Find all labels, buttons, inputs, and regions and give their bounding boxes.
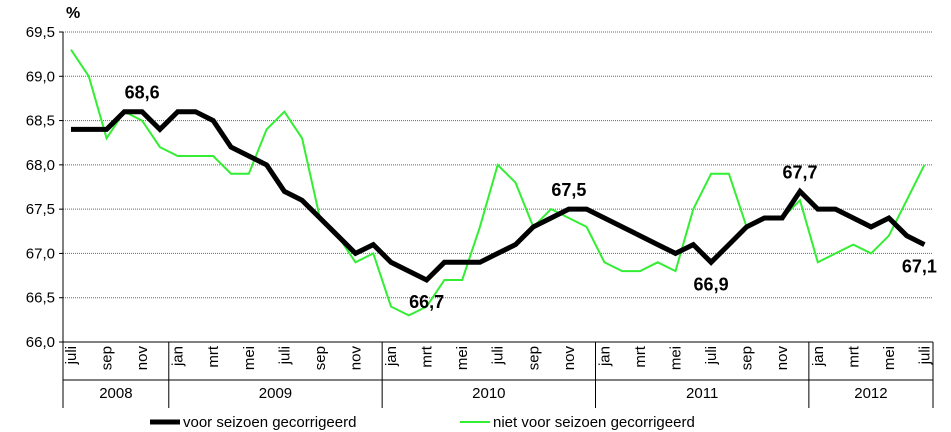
x-tick-label: juli [916, 346, 933, 365]
x-tick-label: mrt [205, 345, 222, 367]
value-label: 67,1 [902, 257, 937, 277]
x-tick-label: nov [561, 346, 578, 371]
value-label: 67,7 [782, 162, 817, 182]
y-tick-label: 67,0 [26, 245, 55, 262]
x-tick-label: mei [454, 346, 471, 370]
value-label: 67,5 [551, 180, 586, 200]
y-tick-label: 68,5 [26, 113, 55, 130]
year-label: 2009 [259, 385, 292, 402]
y-tick-label: 67,5 [26, 201, 55, 218]
x-tick-label: juli [490, 346, 507, 365]
x-tick-label: jan [596, 346, 613, 367]
series-line [70, 49, 926, 317]
year-label: 2011 [686, 385, 718, 402]
y-tick-label: 66,5 [26, 290, 55, 307]
x-tick-label: mrt [419, 345, 436, 367]
x-tick-label: jan [810, 346, 827, 367]
x-tick-label: sep [525, 346, 542, 370]
x-tick-label: nov [134, 346, 151, 371]
x-tick-label: juli [276, 346, 293, 365]
x-tick-label: jan [170, 346, 187, 367]
x-tick-label: sep [739, 346, 756, 370]
year-label: 2008 [99, 385, 132, 402]
x-tick-label: mei [241, 346, 258, 370]
y-axis-label: % [66, 5, 80, 22]
x-tick-label: juli [63, 346, 80, 365]
x-tick-label: nov [774, 346, 791, 371]
y-tick-label: 69,0 [26, 68, 55, 85]
value-label: 66,9 [694, 274, 729, 294]
x-tick-label: mei [668, 346, 685, 370]
x-tick-label: juli [703, 346, 720, 365]
x-tick-label: sep [99, 346, 116, 370]
legend-label: niet voor seizoen gecorrigeerd [493, 414, 695, 431]
x-tick-label: nov [347, 346, 364, 371]
x-tick-label: mei [881, 346, 898, 370]
value-label: 66,7 [409, 292, 444, 312]
x-tick-label: mrt [845, 345, 862, 367]
x-tick-label: mrt [632, 345, 649, 367]
y-tick-label: 68,0 [26, 157, 55, 174]
year-label: 2012 [854, 385, 887, 402]
y-tick-label: 66,0 [26, 334, 55, 351]
x-tick-label: sep [312, 346, 329, 370]
legend-label: voor seizoen gecorrigeerd [183, 414, 356, 431]
y-tick-label: 69,5 [26, 24, 55, 41]
x-tick-label: jan [383, 346, 400, 367]
year-label: 2010 [472, 385, 505, 402]
value-label: 68,6 [125, 83, 160, 103]
series-line [71, 109, 926, 284]
